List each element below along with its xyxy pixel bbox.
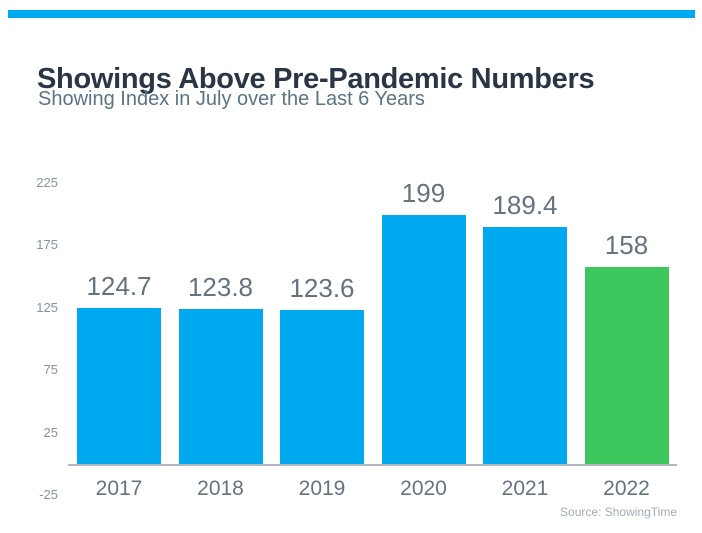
bar-2020: [381, 215, 466, 464]
x-axis-line: [68, 464, 677, 466]
source-credit: Source: ShowingTime: [560, 505, 677, 519]
bar-2019: [280, 309, 364, 464]
x-tick-2022: 2022: [603, 477, 650, 500]
bar-value-label-2020: 199: [401, 178, 446, 209]
bar-value-label-2022: 158: [604, 229, 649, 260]
bar-value-label-2019: 123.6: [289, 272, 355, 303]
x-tick-2019: 2019: [298, 477, 346, 500]
bar-2017: [77, 308, 161, 464]
chart-title: Showings Above Pre-Pandemic Numbers: [37, 63, 595, 96]
bar-value-label-2017: 124.7: [86, 271, 152, 302]
bar-value-label-2021: 189.4: [492, 190, 558, 221]
x-tick-2017: 2017: [95, 477, 143, 500]
x-tick-2020: 2020: [400, 477, 447, 500]
chart-subtitle: Showing Index in July over the Last 6 Ye…: [38, 88, 425, 110]
y-tick-125: 125: [36, 299, 58, 315]
bar-2021: [483, 227, 567, 464]
x-tick-2021: 2021: [501, 477, 549, 500]
x-tick-2018: 2018: [197, 477, 244, 500]
bar-value-label-2018: 123.8: [187, 272, 254, 303]
y-tick--25: -25: [39, 487, 58, 503]
top-accent-bar: [8, 10, 695, 18]
y-tick-25: 25: [43, 424, 58, 440]
bar-2018: [178, 309, 263, 464]
y-tick-225: 225: [36, 174, 58, 190]
y-tick-175: 175: [36, 237, 58, 253]
bar-2022: [584, 266, 669, 464]
y-tick-75: 75: [43, 362, 58, 378]
